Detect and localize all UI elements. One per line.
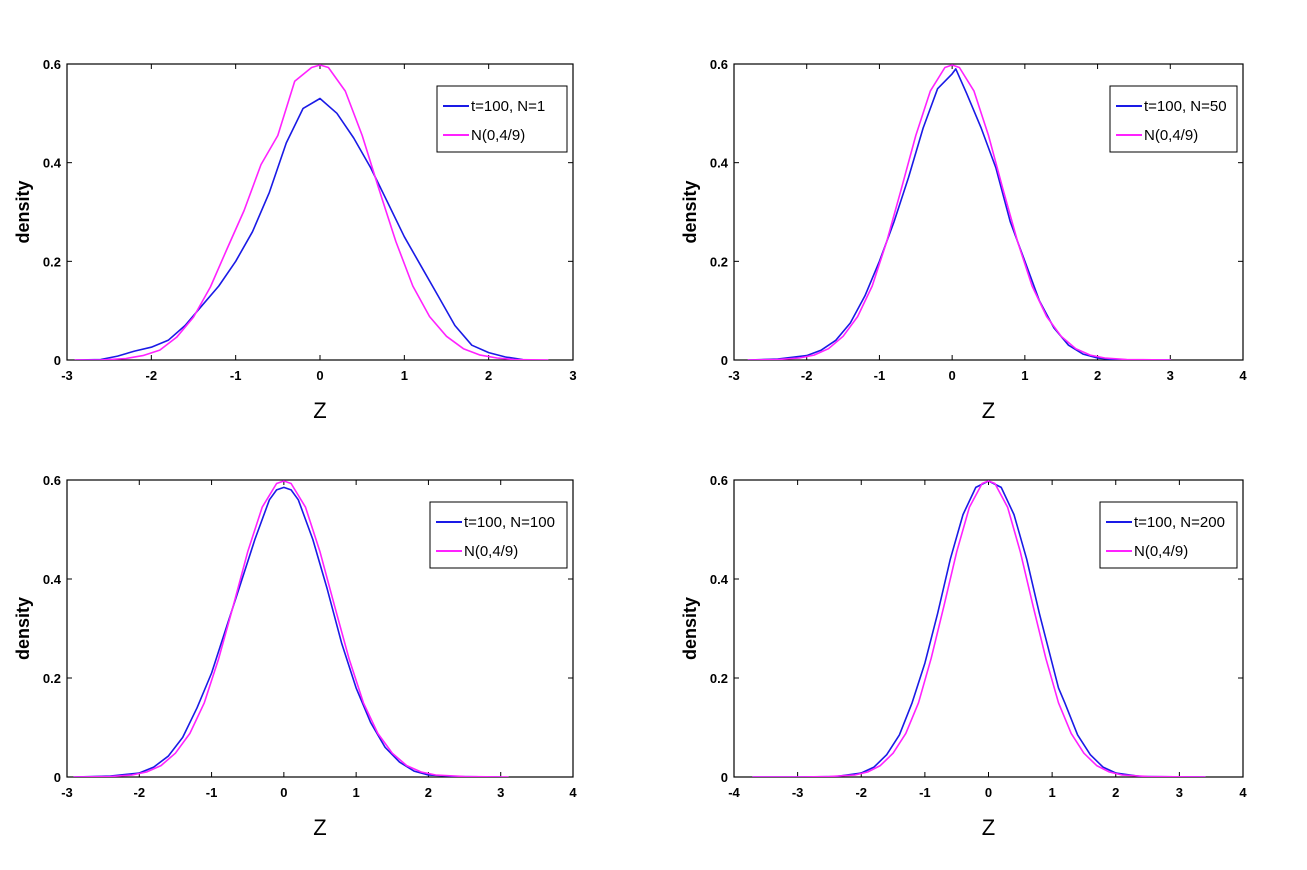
legend-box xyxy=(429,501,568,569)
legend-box xyxy=(1109,85,1238,153)
legend-box xyxy=(436,85,568,153)
x-tick-label: 1 xyxy=(401,368,408,383)
y-tick-label: 0.2 xyxy=(43,671,61,686)
x-tick-label: 1 xyxy=(1021,368,1028,383)
x-axis-label: Z xyxy=(982,815,995,840)
x-tick-label: -2 xyxy=(801,368,813,383)
y-tick-label: 0.2 xyxy=(710,254,728,269)
legend: t=100, N=50 N(0,4/9) xyxy=(1109,85,1238,153)
x-tick-label: 3 xyxy=(1167,368,1174,383)
x-tick-label: 0 xyxy=(985,785,992,800)
series-line-simulated xyxy=(73,486,502,777)
x-tick-label: 1 xyxy=(353,785,360,800)
x-tick-label: -3 xyxy=(61,368,73,383)
x-tick-label: -1 xyxy=(206,785,218,800)
legend-entry-label: N(0,4/9) xyxy=(1134,543,1188,560)
x-tick-label: 4 xyxy=(1239,785,1247,800)
legend-entry-label: t=100, N=1 xyxy=(471,98,545,115)
x-tick-label: 3 xyxy=(1176,785,1183,800)
x-tick-label: 4 xyxy=(569,785,577,800)
legend: t=100, N=100 N(0,4/9) xyxy=(429,501,568,569)
y-axis-label: density xyxy=(680,180,700,243)
legend-entry-label: t=100, N=200 xyxy=(1134,514,1225,531)
series-line-normal-reference xyxy=(74,64,549,360)
y-tick-label: 0.4 xyxy=(43,572,62,587)
y-tick-label: 0 xyxy=(721,353,728,368)
x-tick-label: 2 xyxy=(425,785,432,800)
y-tick-label: 0.4 xyxy=(43,156,62,171)
y-tick-label: 0.4 xyxy=(710,572,729,587)
x-tick-label: -3 xyxy=(792,785,804,800)
legend: t=100, N=1 N(0,4/9) xyxy=(436,85,568,153)
x-tick-label: 0 xyxy=(949,368,956,383)
y-axis-label: density xyxy=(13,180,33,243)
y-tick-label: 0.4 xyxy=(710,156,729,171)
x-tick-label: -1 xyxy=(919,785,931,800)
series-line-normal-reference xyxy=(747,64,1172,360)
x-tick-label: 0 xyxy=(280,785,287,800)
x-axis-label: Z xyxy=(982,398,995,423)
y-tick-label: 0 xyxy=(721,770,728,785)
y-tick-label: 0 xyxy=(54,770,61,785)
x-tick-label: -2 xyxy=(855,785,867,800)
x-tick-label: 2 xyxy=(1094,368,1101,383)
series-line-normal-reference xyxy=(752,480,1206,777)
legend-box xyxy=(1099,501,1238,569)
x-tick-label: 2 xyxy=(1112,785,1119,800)
x-tick-label: -3 xyxy=(728,368,740,383)
x-axis-label: Z xyxy=(313,398,326,423)
x-axis-label: Z xyxy=(313,815,326,840)
legend-entry-label: t=100, N=100 xyxy=(464,514,555,531)
x-tick-label: -2 xyxy=(146,368,158,383)
legend-entry-label: t=100, N=50 xyxy=(1144,98,1227,115)
legend-entry-label: N(0,4/9) xyxy=(464,543,518,560)
x-tick-label: 4 xyxy=(1239,368,1247,383)
y-tick-label: 0.2 xyxy=(43,254,61,269)
x-tick-label: -3 xyxy=(61,785,73,800)
x-tick-label: 0 xyxy=(316,368,323,383)
y-tick-label: 0.6 xyxy=(43,57,61,72)
x-tick-label: -1 xyxy=(230,368,242,383)
series-line-normal-reference xyxy=(73,480,509,777)
x-tick-label: 1 xyxy=(1049,785,1056,800)
legend: t=100, N=200 N(0,4/9) xyxy=(1099,501,1238,569)
x-tick-label: 2 xyxy=(485,368,492,383)
x-tick-label: -2 xyxy=(134,785,146,800)
legend-entry-label: N(0,4/9) xyxy=(1144,127,1198,144)
y-tick-label: 0.2 xyxy=(710,671,728,686)
y-tick-label: 0.6 xyxy=(710,473,728,488)
y-tick-label: 0.6 xyxy=(43,473,61,488)
x-tick-label: -4 xyxy=(728,785,740,800)
x-tick-label: 3 xyxy=(497,785,504,800)
y-axis-label: density xyxy=(13,597,33,660)
x-tick-label: 3 xyxy=(569,368,576,383)
legend-entry-label: N(0,4/9) xyxy=(471,127,525,144)
y-tick-label: 0 xyxy=(54,353,61,368)
y-tick-label: 0.6 xyxy=(710,57,728,72)
x-tick-label: -1 xyxy=(874,368,886,383)
series-line-simulated xyxy=(74,97,524,360)
series-line-simulated xyxy=(747,68,1172,360)
y-axis-label: density xyxy=(680,597,700,660)
